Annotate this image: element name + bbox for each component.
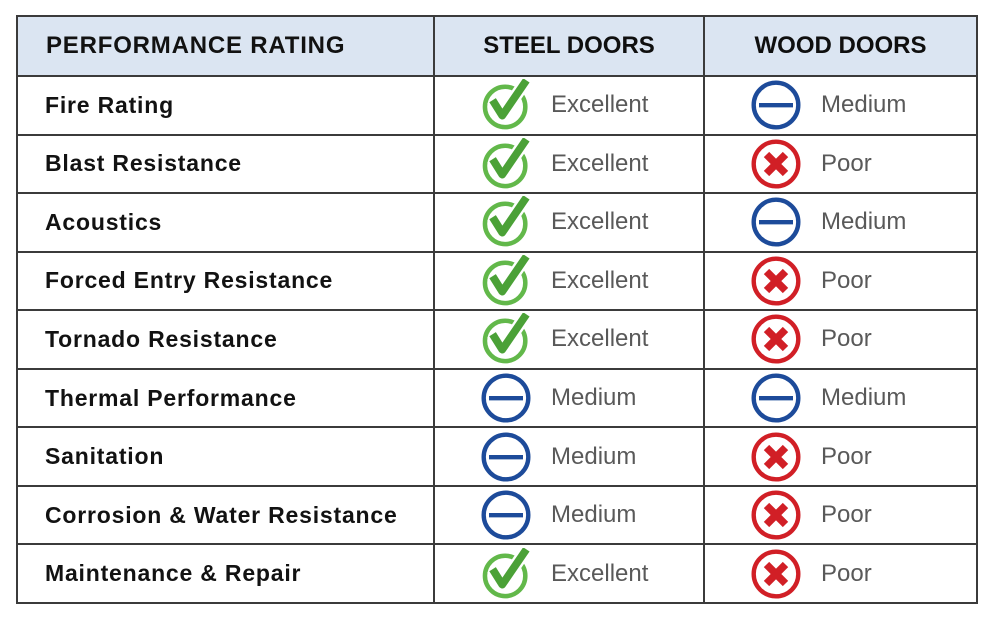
minus-icon — [481, 372, 537, 424]
wood-rating-fire-rating: Medium — [705, 77, 976, 134]
minus-icon — [481, 431, 537, 483]
rating-text: Excellent — [551, 559, 649, 587]
row-label-text: Corrosion & Water Resistance — [45, 501, 398, 528]
minus-icon — [481, 489, 537, 541]
wood-rating-sanitation: Poor — [705, 428, 976, 485]
row-label-sanitation: Sanitation — [18, 428, 433, 485]
cross-icon — [751, 431, 807, 483]
rating-text: Excellent — [551, 208, 649, 236]
header-performance-rating: PERFORMANCE RATING — [18, 17, 433, 75]
rating-text: Medium — [551, 501, 637, 529]
rating-text: Excellent — [551, 91, 649, 119]
row-label-blast-resistance: Blast Resistance — [18, 135, 433, 193]
wood-rating-corrosion-water-resistance: Poor — [705, 486, 976, 544]
rating-text: Medium — [821, 208, 907, 236]
performance-comparison-table: PERFORMANCE RATING STEEL DOORS WOOD DOOR… — [16, 15, 978, 604]
steel-rating-tornado-resistance: Excellent — [435, 311, 703, 368]
row-label-text: Maintenance & Repair — [45, 560, 302, 587]
wood-rating-forced-entry-resistance: Poor — [705, 252, 976, 310]
steel-rating-corrosion-water-resistance: Medium — [435, 486, 703, 544]
row-label-forced-entry-resistance: Forced Entry Resistance — [18, 252, 433, 310]
check-icon — [481, 137, 537, 190]
rating-text: Poor — [821, 442, 872, 470]
row-label-tornado-resistance: Tornado Resistance — [18, 311, 433, 368]
steel-rating-blast-resistance: Excellent — [435, 135, 703, 193]
cross-icon — [751, 313, 807, 365]
rating-text: Poor — [821, 559, 872, 587]
wood-rating-thermal-performance: Medium — [705, 369, 976, 427]
row-label-corrosion-water-resistance: Corrosion & Water Resistance — [18, 486, 433, 544]
row-label-text: Forced Entry Resistance — [45, 267, 334, 294]
check-icon — [481, 196, 537, 248]
wood-rating-maintenance-repair: Poor — [705, 545, 976, 602]
rating-text: Excellent — [551, 149, 649, 177]
row-label-text: Fire Rating — [45, 91, 174, 118]
row-label-text: Blast Resistance — [45, 150, 242, 177]
steel-rating-fire-rating: Excellent — [435, 77, 703, 134]
rating-text: Excellent — [551, 266, 649, 294]
row-label-fire-rating: Fire Rating — [18, 77, 433, 134]
check-icon — [481, 254, 537, 307]
cross-icon — [751, 548, 807, 600]
row-label-acoustics: Acoustics — [18, 194, 433, 251]
row-label-text: Acoustics — [45, 208, 163, 235]
steel-rating-forced-entry-resistance: Excellent — [435, 252, 703, 310]
steel-rating-thermal-performance: Medium — [435, 369, 703, 427]
rating-text: Medium — [551, 442, 637, 470]
header-wood-doors: WOOD DOORS — [705, 17, 976, 75]
check-icon — [481, 313, 537, 365]
steel-rating-sanitation: Medium — [435, 428, 703, 485]
cross-icon — [751, 138, 807, 190]
row-label-text: Sanitation — [45, 443, 165, 470]
steel-rating-acoustics: Excellent — [435, 194, 703, 251]
minus-icon — [751, 372, 807, 424]
row-label-text: Tornado Resistance — [45, 325, 278, 352]
header-steel-doors: STEEL DOORS — [435, 17, 703, 75]
rating-text: Poor — [821, 325, 872, 353]
row-label-maintenance-repair: Maintenance & Repair — [18, 545, 433, 602]
steel-rating-maintenance-repair: Excellent — [435, 545, 703, 602]
rating-text: Medium — [821, 384, 907, 412]
row-label-text: Thermal Performance — [45, 384, 297, 411]
minus-icon — [751, 196, 807, 248]
rating-text: Excellent — [551, 325, 649, 353]
cross-icon — [751, 255, 807, 307]
rating-text: Poor — [821, 149, 872, 177]
cross-icon — [751, 489, 807, 541]
minus-icon — [751, 79, 807, 131]
header-steel-doors-label: STEEL DOORS — [483, 32, 655, 59]
wood-rating-blast-resistance: Poor — [705, 135, 976, 193]
header-performance-rating-label: PERFORMANCE RATING — [46, 32, 346, 59]
rating-text: Poor — [821, 266, 872, 294]
check-icon — [481, 79, 537, 131]
wood-rating-tornado-resistance: Poor — [705, 311, 976, 368]
header-wood-doors-label: WOOD DOORS — [754, 32, 927, 59]
rating-text: Medium — [821, 91, 907, 119]
wood-rating-acoustics: Medium — [705, 194, 976, 251]
rating-text: Medium — [551, 384, 637, 412]
check-icon — [481, 547, 537, 600]
row-label-thermal-performance: Thermal Performance — [18, 369, 433, 427]
rating-text: Poor — [821, 501, 872, 529]
